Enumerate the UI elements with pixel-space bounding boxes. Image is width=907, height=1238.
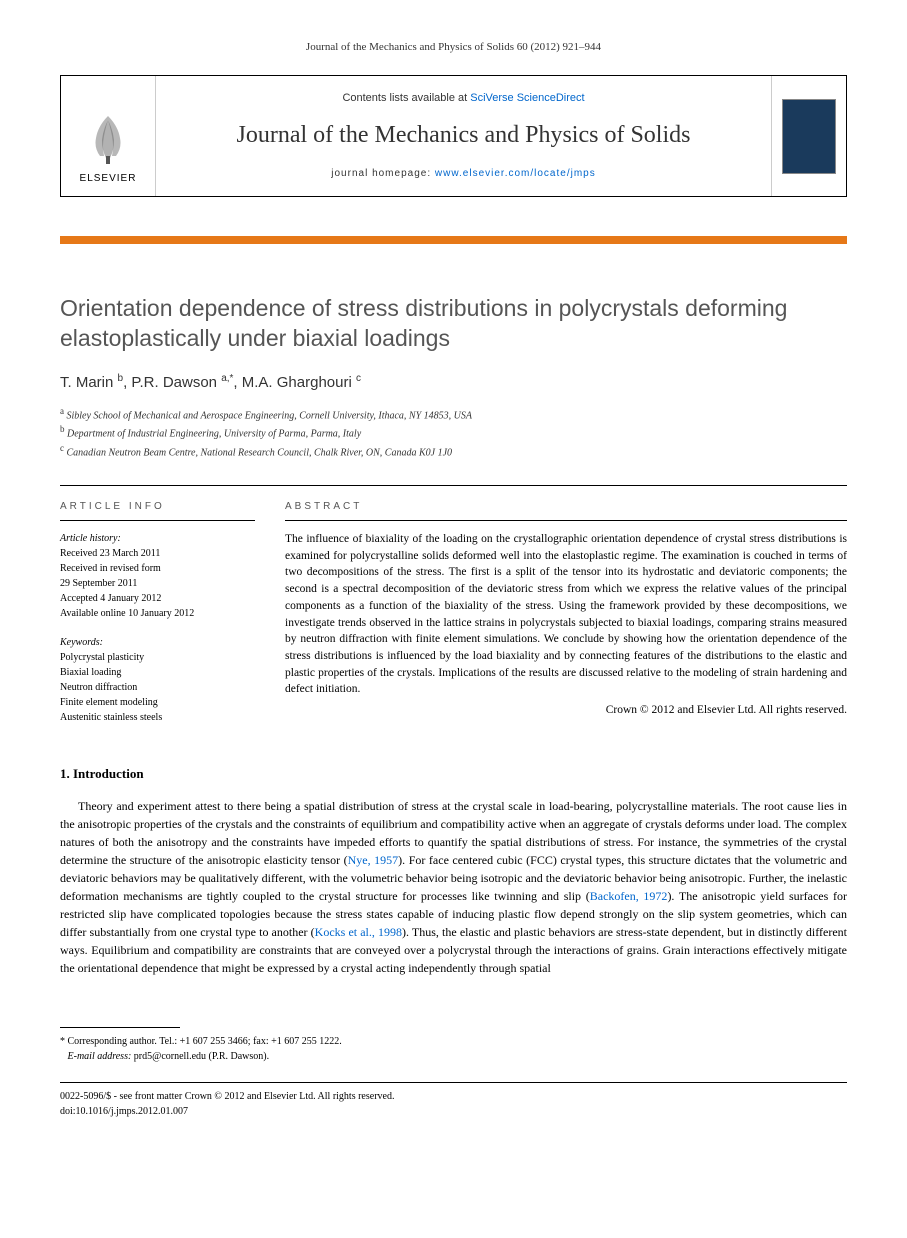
abstract-column: ABSTRACT The influence of biaxiality of … [285,486,847,725]
keyword-item: Polycrystal plasticity [60,650,255,665]
info-abstract-row: ARTICLE INFO Article history: Received 2… [60,485,847,725]
article-history: Article history: Received 23 March 2011 … [60,531,255,621]
elsevier-tree-icon [78,108,138,168]
abstract-text: The influence of biaxiality of the loadi… [285,531,847,698]
homepage-prefix: journal homepage: [331,168,435,179]
citation-link[interactable]: Nye, 1957 [348,853,399,867]
affiliations-block: a Sibley School of Mechanical and Aerosp… [60,405,847,460]
affiliation-b: b Department of Industrial Engineering, … [60,423,847,441]
contents-available-line: Contents lists available at SciVerse Sci… [166,91,761,106]
issn-copyright-line: 0022-5096/$ - see front matter Crown © 2… [60,1089,847,1104]
affiliation-c: c Canadian Neutron Beam Centre, National… [60,442,847,460]
publisher-logo-cell: ELSEVIER [61,76,156,196]
keyword-item: Austenitic stainless steels [60,710,255,725]
corresponding-author-note: * Corresponding author. Tel.: +1 607 255… [60,1034,847,1049]
online-date: Available online 10 January 2012 [60,606,255,621]
abstract-label: ABSTRACT [285,486,847,521]
keyword-item: Biaxial loading [60,665,255,680]
article-info-column: ARTICLE INFO Article history: Received 2… [60,486,255,725]
contents-prefix: Contents lists available at [342,92,470,104]
history-label: Article history: [60,531,255,546]
keywords-block: Keywords: Polycrystal plasticityBiaxial … [60,635,255,725]
keyword-item: Neutron diffraction [60,680,255,695]
revised-line1: Received in revised form [60,561,255,576]
abstract-copyright: Crown © 2012 and Elsevier Ltd. All right… [285,702,847,718]
footer-separator [60,1082,847,1083]
footnote-separator [60,1027,180,1028]
introduction-heading: 1. Introduction [60,765,847,783]
footnote-block: * Corresponding author. Tel.: +1 607 255… [60,1034,847,1064]
keywords-label: Keywords: [60,635,255,650]
journal-header-box: ELSEVIER Contents lists available at Sci… [60,75,847,197]
article-info-label: ARTICLE INFO [60,486,255,521]
introduction-paragraph: Theory and experiment attest to there be… [60,797,847,977]
affiliation-a: a Sibley School of Mechanical and Aerosp… [60,405,847,423]
doi-line: doi:10.1016/j.jmps.2012.01.007 [60,1104,847,1119]
homepage-link[interactable]: www.elsevier.com/locate/jmps [435,168,596,179]
revised-line2: 29 September 2011 [60,576,255,591]
authors-line: T. Marin b, P.R. Dawson a,*, M.A. Ghargh… [60,372,847,393]
journal-reference: Journal of the Mechanics and Physics of … [60,40,847,55]
journal-title: Journal of the Mechanics and Physics of … [166,119,761,153]
article-title: Orientation dependence of stress distrib… [60,294,847,354]
homepage-line: journal homepage: www.elsevier.com/locat… [166,167,761,181]
accepted-date: Accepted 4 January 2012 [60,591,255,606]
elsevier-label: ELSEVIER [80,172,137,186]
citation-link[interactable]: Backofen, 1972 [590,889,668,903]
email-line: E-mail address: prd5@cornell.edu (P.R. D… [60,1049,847,1064]
keyword-item: Finite element modeling [60,695,255,710]
sciencedirect-link[interactable]: SciVerse ScienceDirect [470,92,584,104]
journal-cover-thumbnail [782,99,836,174]
cover-thumb-cell [771,76,846,196]
received-date: Received 23 March 2011 [60,546,255,561]
citation-link[interactable]: Kocks et al., 1998 [315,925,402,939]
email-label: E-mail address: [68,1051,132,1062]
footer-block: 0022-5096/$ - see front matter Crown © 2… [60,1089,847,1119]
orange-accent-bar [60,236,847,244]
email-value: prd5@cornell.edu (P.R. Dawson). [134,1051,269,1062]
header-center: Contents lists available at SciVerse Sci… [156,76,771,196]
